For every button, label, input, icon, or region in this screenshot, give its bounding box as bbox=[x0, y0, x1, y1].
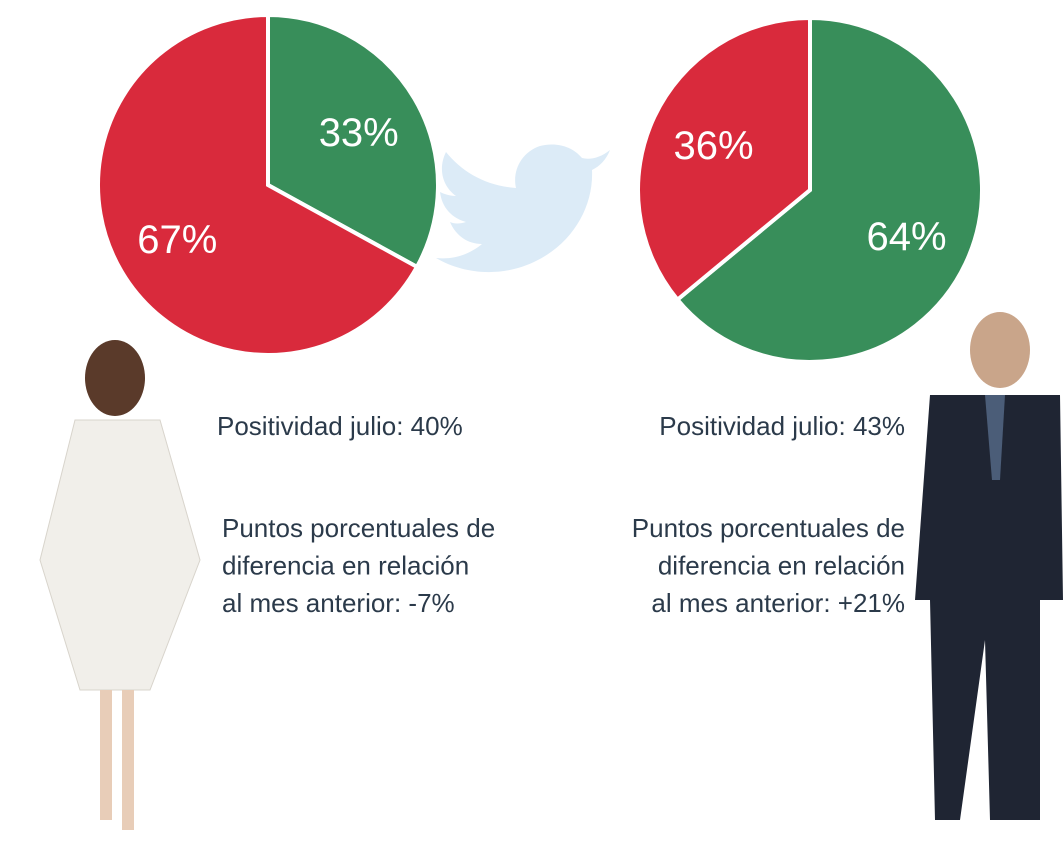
pie-slice bbox=[674, 15, 984, 364]
pie-slice bbox=[266, 12, 440, 270]
change-note: al mes anterior: +21% bbox=[651, 588, 905, 618]
twitter-logo bbox=[436, 144, 610, 273]
pie-slice bbox=[96, 12, 420, 357]
person-left bbox=[39, 340, 201, 830]
change-note: diferencia en relación bbox=[658, 550, 905, 580]
change-note: Puntos porcentuales de bbox=[222, 513, 495, 543]
slice-label: 33% bbox=[319, 111, 399, 155]
slice-label: 64% bbox=[866, 215, 946, 259]
slice-label: 36% bbox=[673, 124, 753, 168]
pie-slice bbox=[636, 15, 812, 303]
change-note: Puntos porcentuales de bbox=[632, 513, 905, 543]
change-note: diferencia en relación bbox=[222, 550, 469, 580]
positivity-note: Positividad julio: 40% bbox=[217, 411, 463, 441]
change-note: al mes anterior: -7% bbox=[222, 588, 455, 618]
positivity-note: Positividad julio: 43% bbox=[659, 411, 905, 441]
person-right bbox=[915, 312, 1063, 820]
slice-label: 67% bbox=[137, 218, 217, 262]
